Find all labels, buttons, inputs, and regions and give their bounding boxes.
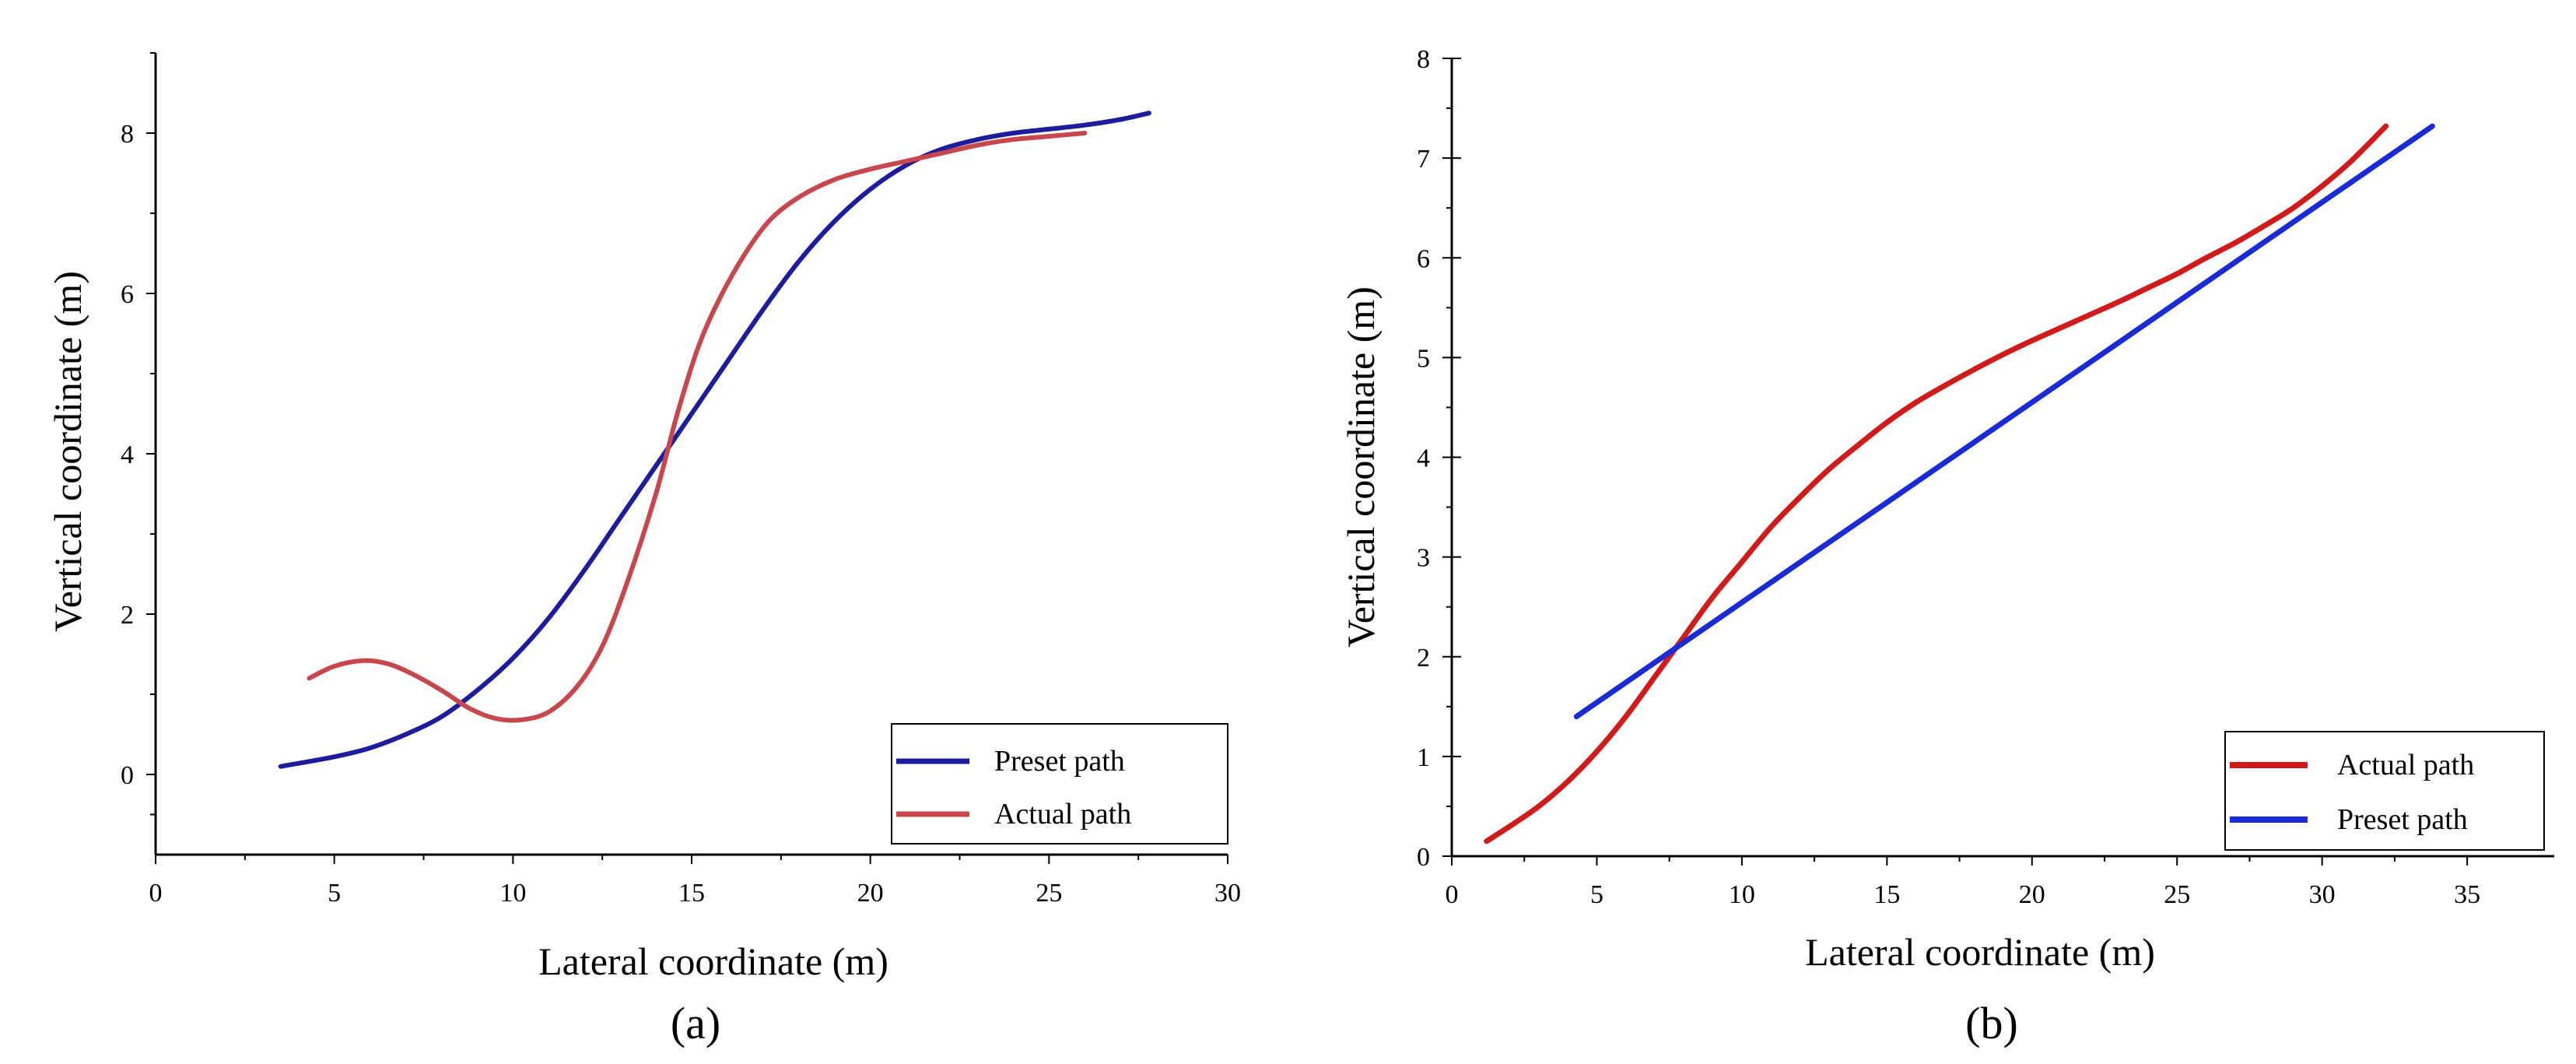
chart-b-legend-box (2224, 731, 2545, 851)
chart-a-y-tick-label: 8 (121, 120, 134, 149)
chart-b-x-tick-label: 20 (2019, 880, 2045, 909)
chart-b-y-tick-label: 7 (1417, 145, 1430, 174)
chart-a-x-tick-label: 25 (1036, 879, 1062, 908)
chart-a-y-tick-label: 6 (121, 280, 134, 309)
chart-b-x-tick-label: 15 (1873, 880, 1900, 909)
chart-a-x-tick-label: 30 (1214, 879, 1241, 908)
chart-b-y-tick-label: 8 (1417, 45, 1430, 74)
chart-b-x-tick-label: 5 (1590, 880, 1603, 909)
chart-a-x-tick-label: 20 (857, 879, 884, 908)
chart-a-y-tick-label: 4 (121, 441, 134, 469)
chart-b-x-tick-label: 35 (2454, 880, 2480, 909)
chart-a-x-tick-label: 15 (678, 879, 705, 908)
chart-b-x-tick-label: 0 (1446, 880, 1459, 909)
chart-a-series-preset-path (278, 111, 1151, 769)
chart-b-y-tick-label: 4 (1417, 444, 1430, 473)
chart-b-y-tick-label: 0 (1417, 843, 1430, 872)
chart-b-y-tick-label: 5 (1417, 344, 1430, 373)
chart-b-x-tick-label: 25 (2164, 880, 2190, 909)
chart-a-y-tick-label: 2 (121, 601, 134, 630)
chart-a-panel-label: (a) (671, 998, 720, 1048)
chart-b: 0 5 10 15 20 25 30 35 0 1 2 3 4 5 6 7 8 Actual path Pres… (1339, 45, 2554, 1048)
chart-b-legend-label-1: Preset path (2337, 803, 2468, 836)
chart-b-y-tick-label: 2 (1417, 644, 1430, 672)
chart-a-legend-label-1: Actual path (994, 798, 1131, 830)
chart-a-x-tick-label: 5 (328, 879, 341, 908)
chart-b-y-tick-label: 6 (1417, 244, 1430, 273)
chart-b-legend: Actual path Preset path (2224, 731, 2545, 851)
chart-a-legend-box (891, 723, 1228, 845)
chart-b-y-tick-label: 3 (1417, 544, 1430, 573)
chart-b-x-tick-label: 30 (2309, 880, 2336, 909)
chart-a-series (278, 111, 1151, 769)
chart-a-xlabel: Lateral coordinate (m) (538, 939, 888, 983)
chart-a-legend: Preset path Actual path (891, 723, 1228, 845)
chart-b-series (1484, 123, 2435, 845)
chart-b-axes: 0 5 10 15 20 25 30 35 0 1 2 3 4 5 6 7 8 (1417, 45, 2554, 909)
chart-a-axes: 0 5 10 15 20 25 30 0 2 4 6 8 (121, 52, 1241, 908)
chart-a: 0 5 10 15 20 25 30 0 2 4 6 8 Preset path Actual pat… (46, 52, 1241, 1048)
chart-b-y-tick-label: 1 (1417, 743, 1430, 772)
chart-b-series-actual-path (1484, 123, 2389, 845)
chart-a-ylabel: Vertical coordinate (m) (46, 271, 89, 632)
chart-a-y-tick-label: 0 (121, 761, 134, 790)
chart-a-x-tick-label: 0 (149, 879, 163, 908)
chart-b-legend-label-0: Actual path (2337, 749, 2474, 781)
chart-b-xlabel: Lateral coordinate (m) (1805, 930, 2155, 974)
chart-a-series-actual-path (307, 131, 1088, 723)
chart-b-series-preset-path (1573, 123, 2435, 720)
chart-b-panel-label: (b) (1965, 998, 2018, 1048)
chart-a-legend-label-0: Preset path (994, 745, 1125, 778)
chart-a-x-tick-label: 10 (499, 879, 526, 908)
chart-b-ylabel: Vertical coordinate (m) (1339, 286, 1383, 648)
chart-b-x-tick-label: 10 (1729, 880, 1755, 909)
